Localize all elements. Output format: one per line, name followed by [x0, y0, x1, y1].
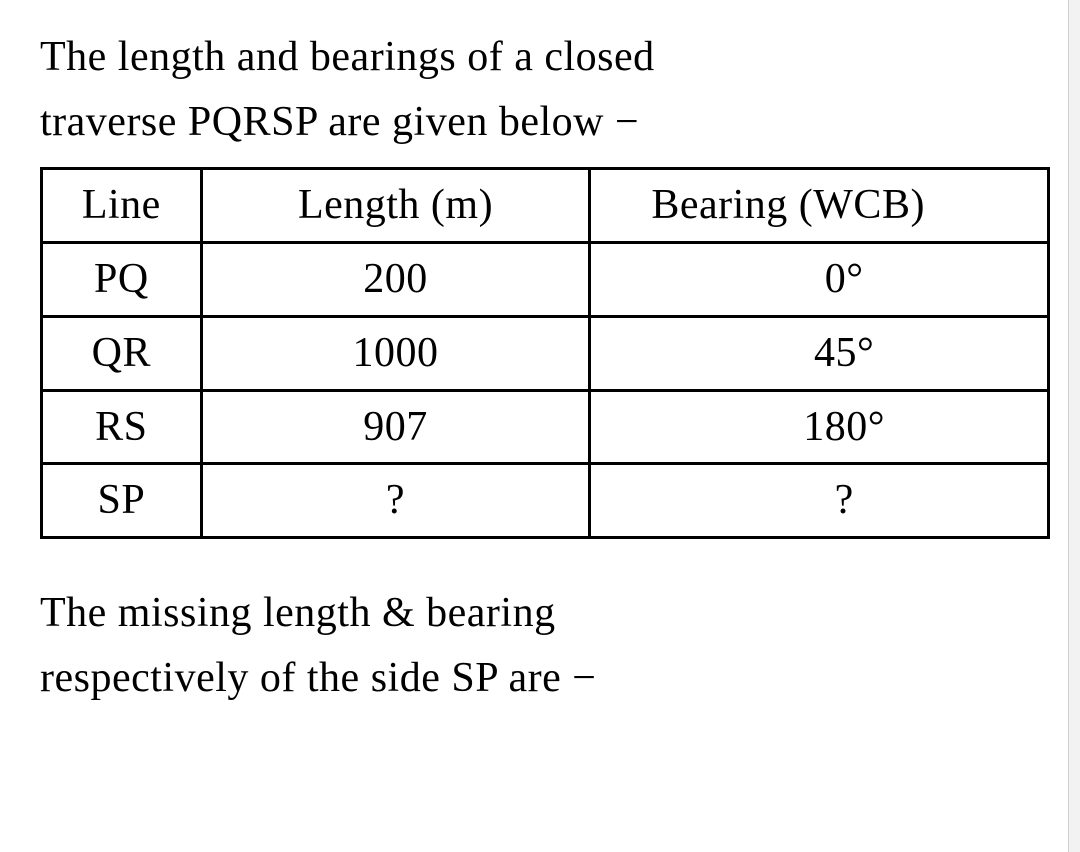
question-line-1: The missing length & bearing: [40, 590, 556, 636]
cell-length: 907: [201, 390, 590, 464]
question-line-2: respectively of the side SP are −: [40, 655, 596, 701]
header-line: Line: [42, 169, 202, 243]
cell-length: 1000: [201, 316, 590, 390]
cell-length: ?: [201, 464, 590, 538]
problem-statement: The length and bearings of a closed trav…: [35, 25, 1050, 155]
table-header-row: Line Length (m) Bearing (WCB): [42, 169, 1049, 243]
table-row: PQ 200 0°: [42, 242, 1049, 316]
table-row: RS 907 180°: [42, 390, 1049, 464]
cell-line: RS: [42, 390, 202, 464]
cell-bearing: 0°: [590, 242, 1049, 316]
prompt-line-2: traverse PQRSP are given below −: [40, 99, 639, 145]
cell-bearing: 45°: [590, 316, 1049, 390]
traverse-data-table: Line Length (m) Bearing (WCB) PQ 200 0° …: [40, 167, 1050, 539]
cell-length: 200: [201, 242, 590, 316]
header-length: Length (m): [201, 169, 590, 243]
cell-bearing: 180°: [590, 390, 1049, 464]
prompt-line-1: The length and bearings of a closed: [40, 34, 655, 80]
cell-bearing: ?: [590, 464, 1049, 538]
cell-line: SP: [42, 464, 202, 538]
header-bearing: Bearing (WCB): [590, 169, 1049, 243]
table-row: SP ? ?: [42, 464, 1049, 538]
question-statement: The missing length & bearing respectivel…: [35, 581, 1050, 711]
cell-line: QR: [42, 316, 202, 390]
page-edge-decoration: [1068, 0, 1080, 852]
table-row: QR 1000 45°: [42, 316, 1049, 390]
cell-line: PQ: [42, 242, 202, 316]
